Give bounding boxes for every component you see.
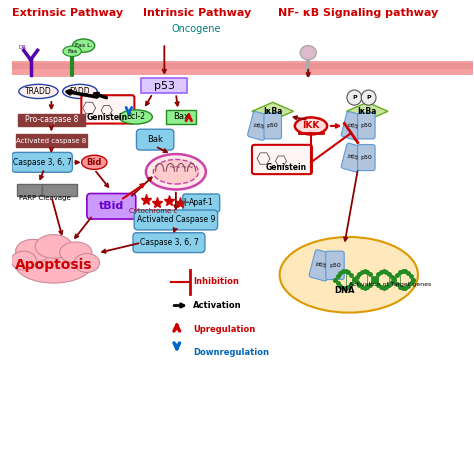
Ellipse shape xyxy=(11,251,36,270)
FancyBboxPatch shape xyxy=(82,95,134,124)
Text: IKK: IKK xyxy=(302,121,319,130)
Text: Pro-caspase 8: Pro-caspase 8 xyxy=(25,115,78,124)
Text: TRADD: TRADD xyxy=(25,87,52,96)
Ellipse shape xyxy=(73,39,95,52)
Text: p65: p65 xyxy=(346,154,359,162)
Text: Cytochrome c: Cytochrome c xyxy=(128,208,177,214)
FancyBboxPatch shape xyxy=(247,111,270,140)
Text: Apaf-1: Apaf-1 xyxy=(189,199,214,208)
Ellipse shape xyxy=(153,159,199,184)
Ellipse shape xyxy=(63,46,82,56)
FancyBboxPatch shape xyxy=(252,145,312,174)
Text: Oncogene: Oncogene xyxy=(172,24,221,34)
Text: IκBa: IκBa xyxy=(263,107,283,116)
Text: Apoptosis: Apoptosis xyxy=(15,258,92,273)
Text: PARP Cleavage: PARP Cleavage xyxy=(18,195,70,201)
Ellipse shape xyxy=(74,254,100,273)
Bar xyxy=(18,114,85,126)
Circle shape xyxy=(347,90,362,105)
Text: P: P xyxy=(366,95,371,100)
Circle shape xyxy=(361,90,376,105)
Text: Bak: Bak xyxy=(147,135,163,144)
Polygon shape xyxy=(346,102,388,120)
Bar xyxy=(141,78,187,93)
Ellipse shape xyxy=(119,110,152,124)
FancyBboxPatch shape xyxy=(87,193,136,219)
Ellipse shape xyxy=(16,239,50,263)
FancyBboxPatch shape xyxy=(133,233,205,253)
Text: FADD: FADD xyxy=(70,87,90,96)
FancyBboxPatch shape xyxy=(326,251,344,280)
Bar xyxy=(166,110,196,124)
FancyBboxPatch shape xyxy=(137,129,174,150)
Text: DNA: DNA xyxy=(334,286,355,295)
Text: Downregulation: Downregulation xyxy=(193,348,269,357)
Ellipse shape xyxy=(19,84,58,99)
Text: p50: p50 xyxy=(360,123,372,128)
Text: p65: p65 xyxy=(346,122,359,130)
Text: ~~~~: ~~~~ xyxy=(168,164,193,173)
Text: Genistein: Genistein xyxy=(87,113,128,122)
Text: Activation of Target genes: Activation of Target genes xyxy=(349,282,431,287)
Text: p65: p65 xyxy=(315,262,328,269)
FancyBboxPatch shape xyxy=(12,153,73,172)
Text: Activation: Activation xyxy=(193,301,242,310)
Ellipse shape xyxy=(15,243,93,283)
FancyBboxPatch shape xyxy=(264,113,282,139)
Text: Bax: Bax xyxy=(173,112,189,121)
FancyBboxPatch shape xyxy=(341,143,364,172)
Text: p53: p53 xyxy=(154,81,175,91)
Text: Upregulation: Upregulation xyxy=(193,325,255,334)
Text: P: P xyxy=(352,95,356,100)
Ellipse shape xyxy=(295,118,327,135)
Text: p50: p50 xyxy=(360,155,372,160)
Text: p50: p50 xyxy=(329,263,341,268)
Text: IκBa: IκBa xyxy=(357,107,377,116)
Text: Inhibition: Inhibition xyxy=(193,277,239,286)
Bar xyxy=(42,184,77,196)
FancyBboxPatch shape xyxy=(309,250,333,281)
Text: Caspase 3, 6, 7: Caspase 3, 6, 7 xyxy=(139,238,198,247)
Text: NF- κB Signaling pathway: NF- κB Signaling pathway xyxy=(278,8,438,18)
FancyBboxPatch shape xyxy=(357,113,375,139)
Bar xyxy=(12,63,474,69)
Ellipse shape xyxy=(63,84,97,99)
Text: DR: DR xyxy=(18,46,27,50)
Ellipse shape xyxy=(280,237,418,313)
Polygon shape xyxy=(252,102,293,120)
Ellipse shape xyxy=(60,242,92,263)
Text: Caspase 3, 6, 7: Caspase 3, 6, 7 xyxy=(13,158,72,167)
Text: Bcl-2: Bcl-2 xyxy=(126,112,145,121)
FancyBboxPatch shape xyxy=(183,194,219,212)
Text: Intrinsic Pathway: Intrinsic Pathway xyxy=(143,8,251,18)
Text: +: + xyxy=(180,196,191,210)
Ellipse shape xyxy=(146,154,206,190)
FancyBboxPatch shape xyxy=(134,210,218,230)
Bar xyxy=(17,184,42,196)
Text: Genistein: Genistein xyxy=(266,163,307,172)
Ellipse shape xyxy=(35,235,72,258)
Text: Activated caspase 8: Activated caspase 8 xyxy=(16,137,86,144)
Text: p65: p65 xyxy=(253,122,265,130)
Bar xyxy=(16,135,87,147)
Text: Activated Caspase 9: Activated Caspase 9 xyxy=(137,216,215,225)
Text: tBid: tBid xyxy=(99,201,124,211)
Ellipse shape xyxy=(82,155,107,169)
Ellipse shape xyxy=(300,46,316,60)
FancyBboxPatch shape xyxy=(357,145,375,171)
Text: Bid: Bid xyxy=(87,158,102,167)
FancyBboxPatch shape xyxy=(341,111,364,140)
Text: p50: p50 xyxy=(267,123,279,128)
Text: Fas: Fas xyxy=(67,49,77,54)
Bar xyxy=(12,61,474,75)
Text: Extrinsic Pathway: Extrinsic Pathway xyxy=(12,8,123,18)
Text: Fas L.: Fas L. xyxy=(75,43,92,48)
